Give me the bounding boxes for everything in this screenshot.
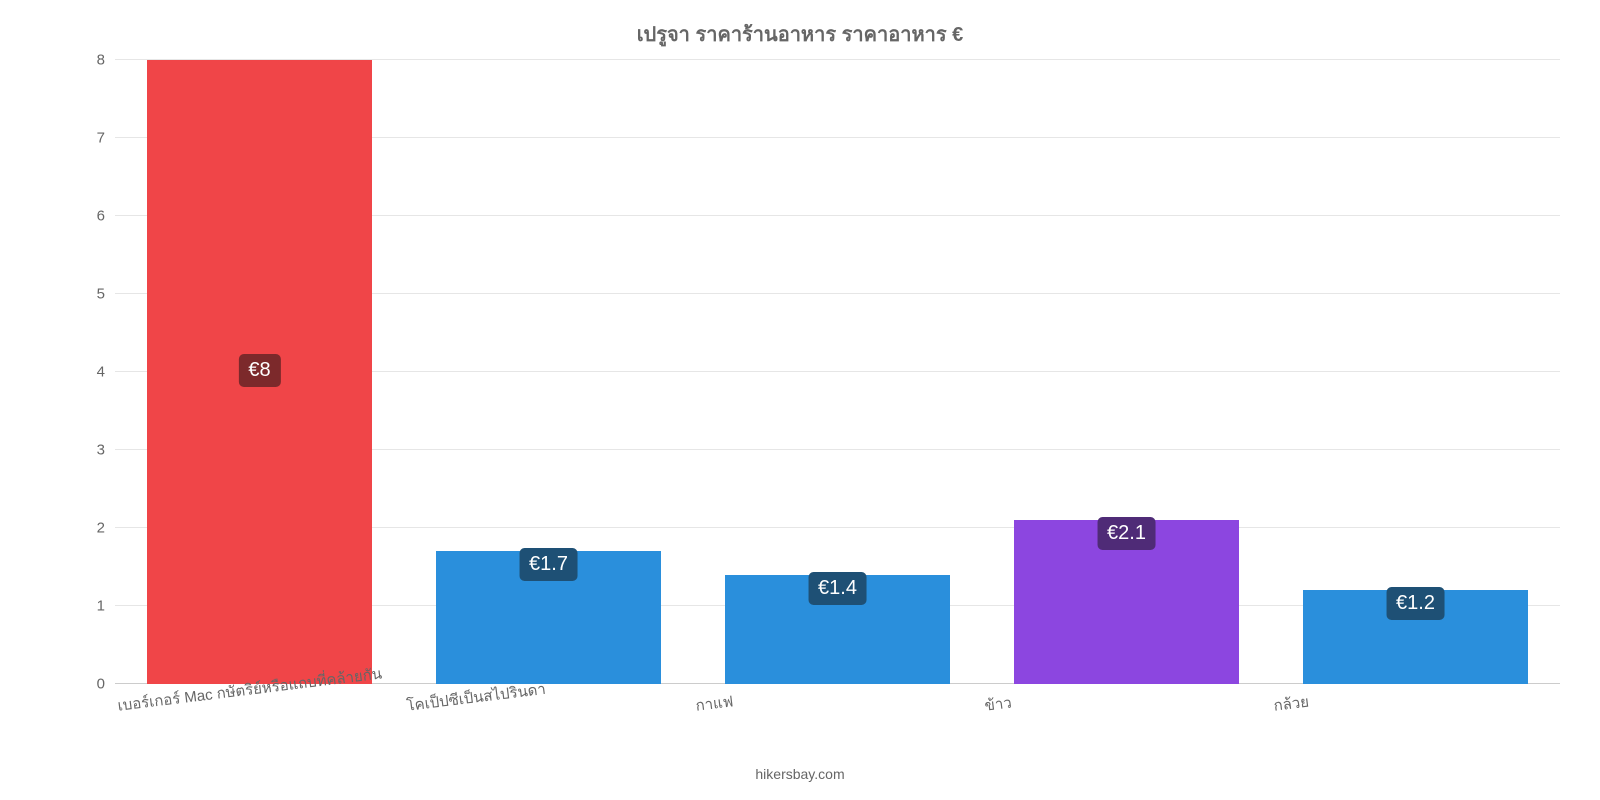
- y-tick-label: 2: [97, 520, 115, 537]
- price-bar-chart: เปรูจา ราคาร้านอาหาร ราคาอาหาร € 0123456…: [0, 0, 1600, 800]
- bar-value-label: €2.1: [1097, 517, 1156, 550]
- bar-value-label: €1.4: [808, 572, 867, 605]
- y-tick-label: 1: [97, 598, 115, 615]
- y-tick-label: 5: [97, 286, 115, 303]
- bar-slot: €8: [115, 60, 404, 684]
- y-tick-label: 0: [97, 676, 115, 693]
- bar: €1.2: [1303, 590, 1528, 684]
- attribution-text: hikersbay.com: [0, 766, 1600, 782]
- bar: €8: [147, 60, 372, 684]
- bar-value-label: €1.2: [1386, 587, 1445, 620]
- x-tick-label: กาแฟ: [693, 679, 735, 717]
- bar: €1.7: [436, 551, 661, 684]
- bar-slot: €1.2: [1271, 60, 1560, 684]
- bar-slot: €1.4: [693, 60, 982, 684]
- bar: €1.4: [725, 575, 950, 684]
- y-tick-label: 8: [97, 52, 115, 69]
- y-tick-label: 6: [97, 208, 115, 225]
- bar-slot: €1.7: [404, 60, 693, 684]
- x-tick-label: ข้าว: [982, 681, 1013, 718]
- bar-slot: €2.1: [982, 60, 1271, 684]
- y-tick-label: 3: [97, 442, 115, 459]
- bar: €2.1: [1014, 520, 1239, 684]
- bar-value-label: €8: [238, 354, 280, 387]
- plot-area: 012345678€8เบอร์เกอร์ Mac กษัตริย์หรือแถ…: [115, 60, 1560, 684]
- bar-value-label: €1.7: [519, 548, 578, 581]
- y-tick-label: 7: [97, 130, 115, 147]
- chart-title: เปรูจา ราคาร้านอาหาร ราคาอาหาร €: [0, 18, 1600, 50]
- x-tick-label: กล้วย: [1271, 680, 1310, 718]
- y-tick-label: 4: [97, 364, 115, 381]
